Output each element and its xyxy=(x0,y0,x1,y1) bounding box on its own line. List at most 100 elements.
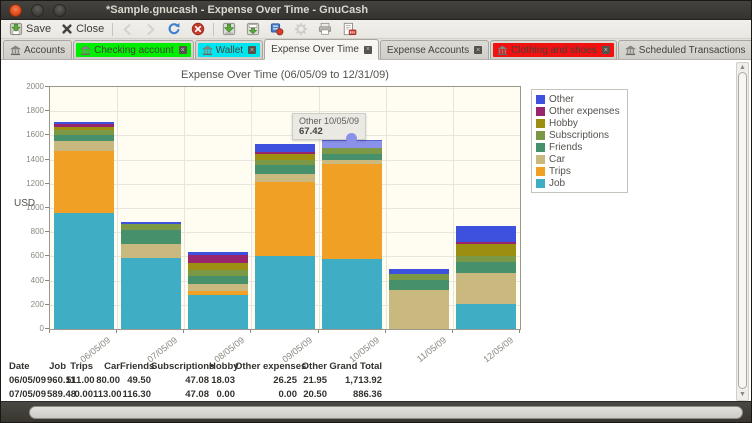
bar-segment-friends[interactable] xyxy=(389,280,450,291)
bar-segment-subscriptions[interactable] xyxy=(255,159,315,166)
report-options-button[interactable] xyxy=(265,20,289,38)
bar-segment-subscriptions[interactable] xyxy=(53,129,114,136)
table-cell: 0.00 xyxy=(216,388,236,400)
bar-segment-hobby[interactable] xyxy=(187,262,248,271)
vertical-scrollbar-thumb[interactable] xyxy=(738,72,747,389)
bank-icon xyxy=(80,45,92,56)
bar-segment-other[interactable] xyxy=(456,226,517,242)
export-report-button[interactable] xyxy=(241,20,265,38)
export-pdf-button[interactable] xyxy=(337,20,362,38)
tab-wallet[interactable]: Wallet × xyxy=(194,40,264,59)
bar-segment-subscriptions[interactable] xyxy=(389,274,450,280)
save-button[interactable]: Save xyxy=(4,20,56,38)
tab-expense-accounts[interactable]: Expense Accounts × xyxy=(379,40,490,59)
bar-segment-friends[interactable] xyxy=(456,261,517,274)
bar-segment-trips[interactable] xyxy=(53,151,114,213)
print-button[interactable] xyxy=(313,20,337,38)
bar-segment-other[interactable] xyxy=(255,143,315,152)
tab-expense-over-time[interactable]: Expense Over Time × xyxy=(264,39,379,60)
window-maximize-button[interactable] xyxy=(53,3,66,17)
tab-close-button[interactable]: × xyxy=(601,46,610,54)
close-button[interactable]: Close xyxy=(56,20,109,38)
horizontal-scrollbar-thumb[interactable] xyxy=(29,406,743,419)
bar-segment-friends[interactable] xyxy=(322,153,383,160)
bar-segment-other-expenses[interactable] xyxy=(53,124,114,128)
tab-close-button[interactable]: × xyxy=(750,46,751,54)
table-header-cell: Grand Total xyxy=(329,360,382,372)
plot-area xyxy=(49,86,521,330)
bar-segment-subscriptions[interactable] xyxy=(456,256,517,262)
tab-inner: Clothing and shoes × xyxy=(493,43,614,57)
tab-close-button[interactable]: × xyxy=(178,46,187,54)
bar-segment-car[interactable] xyxy=(389,290,450,329)
bar-segment-car[interactable] xyxy=(322,159,383,164)
bar-segment-job[interactable] xyxy=(120,257,181,329)
reload-button[interactable] xyxy=(162,20,186,38)
legend-swatch xyxy=(536,118,545,128)
bar-segment-friends[interactable] xyxy=(255,165,315,174)
bar-segment-job[interactable] xyxy=(255,255,315,329)
tab-clothing-and-shoes[interactable]: Clothing and shoes × xyxy=(490,40,617,59)
scroll-down-arrow-icon[interactable]: ▼ xyxy=(739,391,746,398)
legend-item: Other xyxy=(536,93,620,105)
legend-label: Other xyxy=(549,93,575,105)
bar-segment-other[interactable] xyxy=(187,252,248,256)
bar-segment-friends[interactable] xyxy=(120,229,181,244)
y-tick-label: 1600 xyxy=(26,130,44,140)
bar-segment-other-expenses[interactable] xyxy=(187,255,248,263)
vertical-scrollbar[interactable]: ▲ ▼ xyxy=(736,62,749,401)
tab-scheduled-transactions[interactable]: Scheduled Transactions × xyxy=(617,40,751,59)
tab-close-button[interactable]: × xyxy=(248,46,257,54)
x-tick-mark xyxy=(519,330,520,333)
bar-segment-car[interactable] xyxy=(120,244,181,258)
table-header-cell: Job xyxy=(49,360,66,372)
bar-segment-trips[interactable] xyxy=(187,290,248,296)
bar-segment-other[interactable] xyxy=(389,268,450,275)
bar-segment-other[interactable] xyxy=(53,121,114,125)
bar-segment-job[interactable] xyxy=(187,295,248,329)
forward-button[interactable] xyxy=(139,20,162,38)
legend-label: Friends xyxy=(549,141,583,153)
settings-button[interactable] xyxy=(289,20,313,38)
stop-button[interactable] xyxy=(186,20,210,38)
tab-inner: Wallet × xyxy=(197,43,261,57)
table-row: 06/05/09 960.11 511.00 80.00 49.50 47.08 18.03… xyxy=(9,373,382,387)
save-report-button[interactable] xyxy=(217,20,241,38)
bar-segment-subscriptions[interactable] xyxy=(187,270,248,277)
bar-segment-trips[interactable] xyxy=(322,163,383,260)
legend-item: Car xyxy=(536,153,620,165)
bar-segment-subscriptions[interactable] xyxy=(322,147,383,154)
window-minimize-button[interactable] xyxy=(31,3,44,17)
bar-segment-hobby[interactable] xyxy=(53,127,114,130)
scroll-up-arrow-icon[interactable]: ▲ xyxy=(739,64,746,71)
bar-segment-trips[interactable] xyxy=(255,182,315,256)
bar-segment-car[interactable] xyxy=(187,283,248,291)
bar-segment-job[interactable] xyxy=(322,259,383,329)
y-tick-label: 800 xyxy=(30,227,44,237)
bar-segment-other-expenses[interactable] xyxy=(456,241,517,245)
table-cell: 511.00 xyxy=(66,374,95,386)
bar-segment-car[interactable] xyxy=(255,173,315,182)
bar-segment-car[interactable] xyxy=(456,273,517,305)
bar-segment-car[interactable] xyxy=(53,141,114,151)
tab-close-button[interactable]: × xyxy=(474,46,483,54)
legend-label: Car xyxy=(549,153,566,165)
window-close-button[interactable] xyxy=(9,3,22,17)
legend-item: Friends xyxy=(536,141,620,153)
bank-icon xyxy=(10,45,21,56)
bar-segment-friends[interactable] xyxy=(187,276,248,284)
y-tick-mark xyxy=(45,158,49,160)
bar-segment-other-expenses[interactable] xyxy=(255,151,315,155)
tab-label: Accounts xyxy=(24,44,66,56)
bar-segment-job[interactable] xyxy=(53,212,114,329)
bar-segment-other[interactable] xyxy=(120,221,181,225)
bar-segment-hobby[interactable] xyxy=(255,154,315,160)
tab-checking-account[interactable]: Checking account × xyxy=(73,40,194,59)
tab-close-button[interactable]: × xyxy=(363,45,372,54)
bar-segment-subscriptions[interactable] xyxy=(120,224,181,230)
tab-accounts[interactable]: Accounts xyxy=(3,40,73,59)
bar-segment-hobby[interactable] xyxy=(456,244,517,257)
bar-segment-job[interactable] xyxy=(456,304,517,329)
bar-segment-friends[interactable] xyxy=(53,135,114,142)
back-button[interactable] xyxy=(116,20,139,38)
